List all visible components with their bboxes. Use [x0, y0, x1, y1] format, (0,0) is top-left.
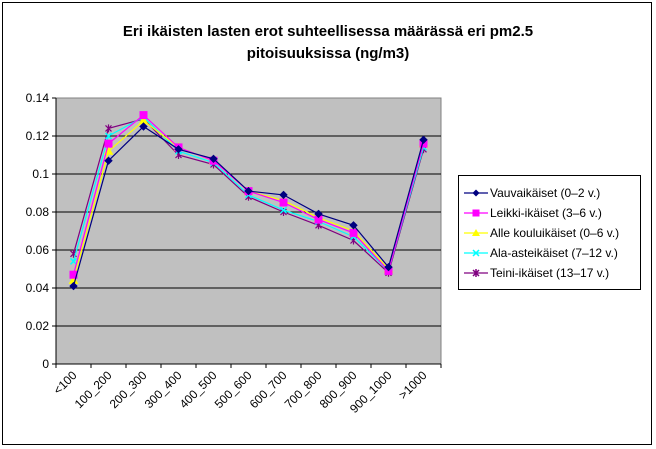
legend-label: Leikki-ikäiset (3–6 v.) [490, 206, 602, 220]
chart-svg: 0 0.02 0.04 0.06 0.08 0.1 0.12 0.14 <100100_2002… [26, 91, 442, 416]
y-tick-label: 0.02 [26, 319, 50, 333]
legend-swatch [464, 209, 488, 217]
x-tick-label: 200_300 [107, 368, 150, 411]
series-1-point [419, 135, 428, 145]
series-2-point [279, 198, 288, 207]
legend-label: Ala-asteikäiset (7–12 v.) [490, 246, 618, 260]
legend-swatch [464, 229, 488, 236]
series-1-point [104, 156, 113, 165]
x-tick-label: 100_200 [72, 368, 115, 411]
series-4-point [104, 132, 113, 140]
series-1-point [139, 122, 148, 131]
x-tick-label: 500_600 [212, 368, 255, 411]
legend-marker [472, 269, 480, 277]
chart-frame: Eri ikäisten lasten erot suhteellisessa … [2, 2, 652, 445]
legend-label: Teini-ikäiset (13–17 v.) [490, 266, 610, 280]
legend-item: Leikki-ikäiset (3–6 v.) [459, 204, 640, 222]
series-1-point [174, 145, 183, 154]
legend-item: Alle kouluikäiset (0–6 v.) [459, 224, 640, 242]
x-tick-label: >1000 [396, 368, 430, 402]
series-1-point [279, 190, 288, 200]
y-tick-label: 0.08 [26, 205, 50, 219]
series-2-point [104, 139, 113, 148]
series-1-point [209, 154, 218, 164]
series-5-point [105, 124, 112, 133]
series-4-point [279, 206, 288, 214]
series-1-point [384, 262, 393, 272]
series-1-point [314, 209, 323, 219]
y-tick-label: 0.14 [26, 91, 50, 105]
legend-item: Ala-asteikäiset (7–12 v.) [459, 244, 640, 262]
series-2-point [349, 228, 358, 237]
x-tick-label: 700_800 [282, 368, 325, 411]
y-tick-label: 0.12 [26, 129, 50, 143]
legend-marker [472, 189, 480, 197]
legend-marker [472, 249, 480, 257]
y-tick-label: 0 [42, 357, 49, 371]
x-tick-label: 300_400 [142, 368, 185, 411]
legend-marker [472, 209, 480, 217]
legend-item: Vauvaikäiset (0–2 v.) [459, 184, 640, 202]
legend-swatch [464, 189, 488, 197]
legend: Vauvaikäiset (0–2 v.) Leikki-ikäiset (3–6… [458, 175, 641, 290]
series-1-point [69, 281, 78, 291]
chart-title-line-2: pitoisuuksissa (ng/m3) [246, 45, 410, 62]
y-tick-label: 0.06 [26, 243, 50, 257]
legend-marker [472, 229, 480, 236]
x-tick-label: <100 [51, 368, 80, 397]
chart-title-line-1: Eri ikäisten lasten erot suhteellisessa … [122, 23, 534, 40]
series-2-point [139, 111, 148, 120]
legend-swatch [464, 249, 488, 257]
legend-label: Alle kouluikäiset (0–6 v.) [490, 226, 620, 240]
series-4-point [69, 257, 78, 265]
series-1-point [349, 221, 358, 230]
x-tick-label: 400_500 [177, 368, 220, 411]
x-tick-label: 600_700 [247, 368, 290, 411]
legend-label: Vauvaikäiset (0–2 v.) [490, 186, 601, 200]
series-1-point [244, 186, 253, 196]
legend-swatch [464, 269, 488, 277]
plot-area [55, 97, 442, 365]
y-tick-label: 0.04 [26, 281, 50, 295]
y-tick-label: 0.1 [32, 167, 49, 181]
legend-item: Teini-ikäiset (13–17 v.) [459, 264, 640, 282]
